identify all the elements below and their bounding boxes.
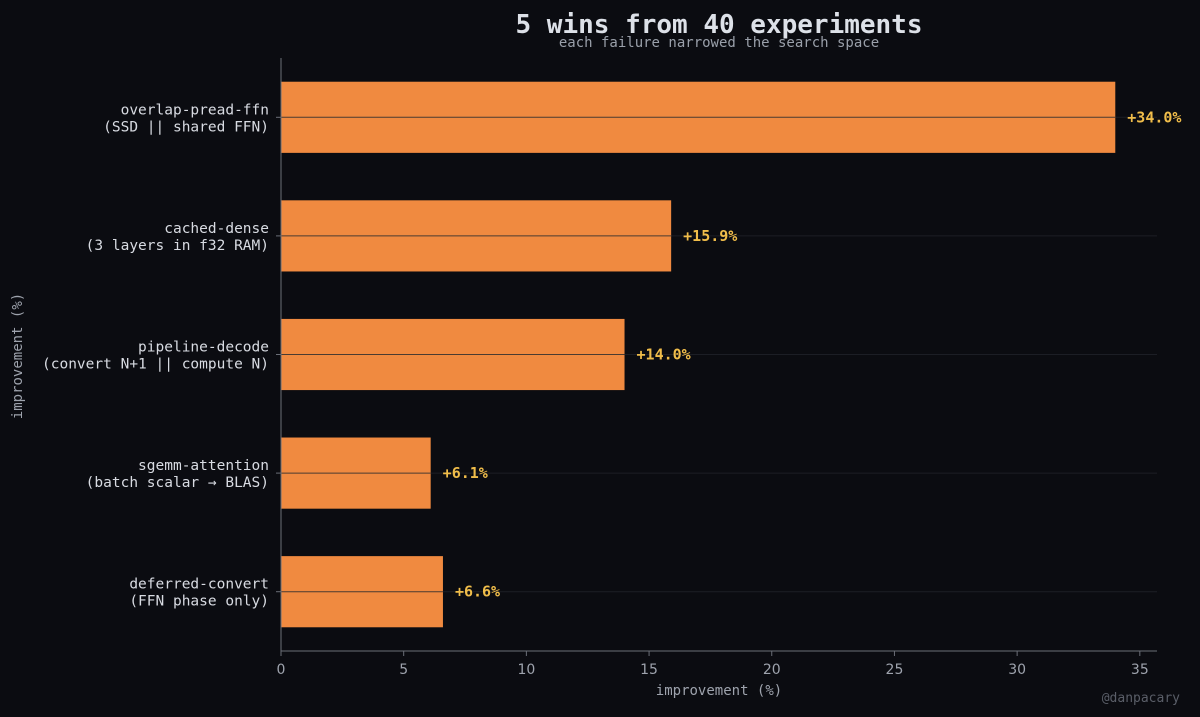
x-tick-label: 30 xyxy=(1008,662,1026,678)
x-tick-label: 10 xyxy=(517,662,535,678)
category-label: deferred-convert (FFN phase only) xyxy=(129,577,269,610)
category-label: cached-dense (3 layers in f32 RAM) xyxy=(86,221,269,254)
bars xyxy=(281,81,1116,628)
x-tick-label: 5 xyxy=(399,662,408,678)
value-label: +15.9% xyxy=(683,227,737,245)
category-label: pipeline-decode (convert N+1 || compute N… xyxy=(42,340,269,373)
chart-title: 5 wins from 40 experiments xyxy=(516,10,923,40)
x-tick-label: 15 xyxy=(640,662,658,678)
y-axis-label: improvement (%) xyxy=(10,293,26,419)
x-tick-label: 25 xyxy=(886,662,904,678)
category-name: sgemm-attention xyxy=(138,458,269,474)
watermark: @danpacary xyxy=(1102,691,1180,706)
category-detail: (SSD || shared FFN) xyxy=(103,119,269,135)
axes xyxy=(276,58,1157,656)
x-tick-label: 20 xyxy=(763,662,781,678)
labels: +34.0% +15.9% +14.0% +6.1% +6.6% 0 5 10 15 20 25 30… xyxy=(42,102,1181,678)
category-label: sgemm-attention (batch scalar → BLAS) xyxy=(86,458,269,491)
value-label: +6.6% xyxy=(455,583,500,601)
category-detail: (batch scalar → BLAS) xyxy=(86,475,269,491)
x-tick-label: 35 xyxy=(1131,662,1149,678)
category-name: cached-dense xyxy=(164,221,269,237)
category-name: pipeline-decode xyxy=(138,340,269,356)
x-axis-label: improvement (%) xyxy=(656,683,782,699)
value-label: +14.0% xyxy=(637,346,691,364)
value-label: +6.1% xyxy=(443,464,488,482)
category-label: overlap-pread-ffn (SSD || shared FFN) xyxy=(103,102,269,135)
category-detail: (3 layers in f32 RAM) xyxy=(86,238,269,254)
value-label: +34.0% xyxy=(1127,108,1181,126)
x-tick-label: 0 xyxy=(277,662,286,678)
category-detail: (convert N+1 || compute N) xyxy=(42,357,269,373)
chart-subtitle: each failure narrowed the search space xyxy=(559,35,879,51)
category-name: deferred-convert xyxy=(129,577,269,593)
category-detail: (FFN phase only) xyxy=(129,594,269,610)
category-name: overlap-pread-ffn xyxy=(121,102,269,118)
